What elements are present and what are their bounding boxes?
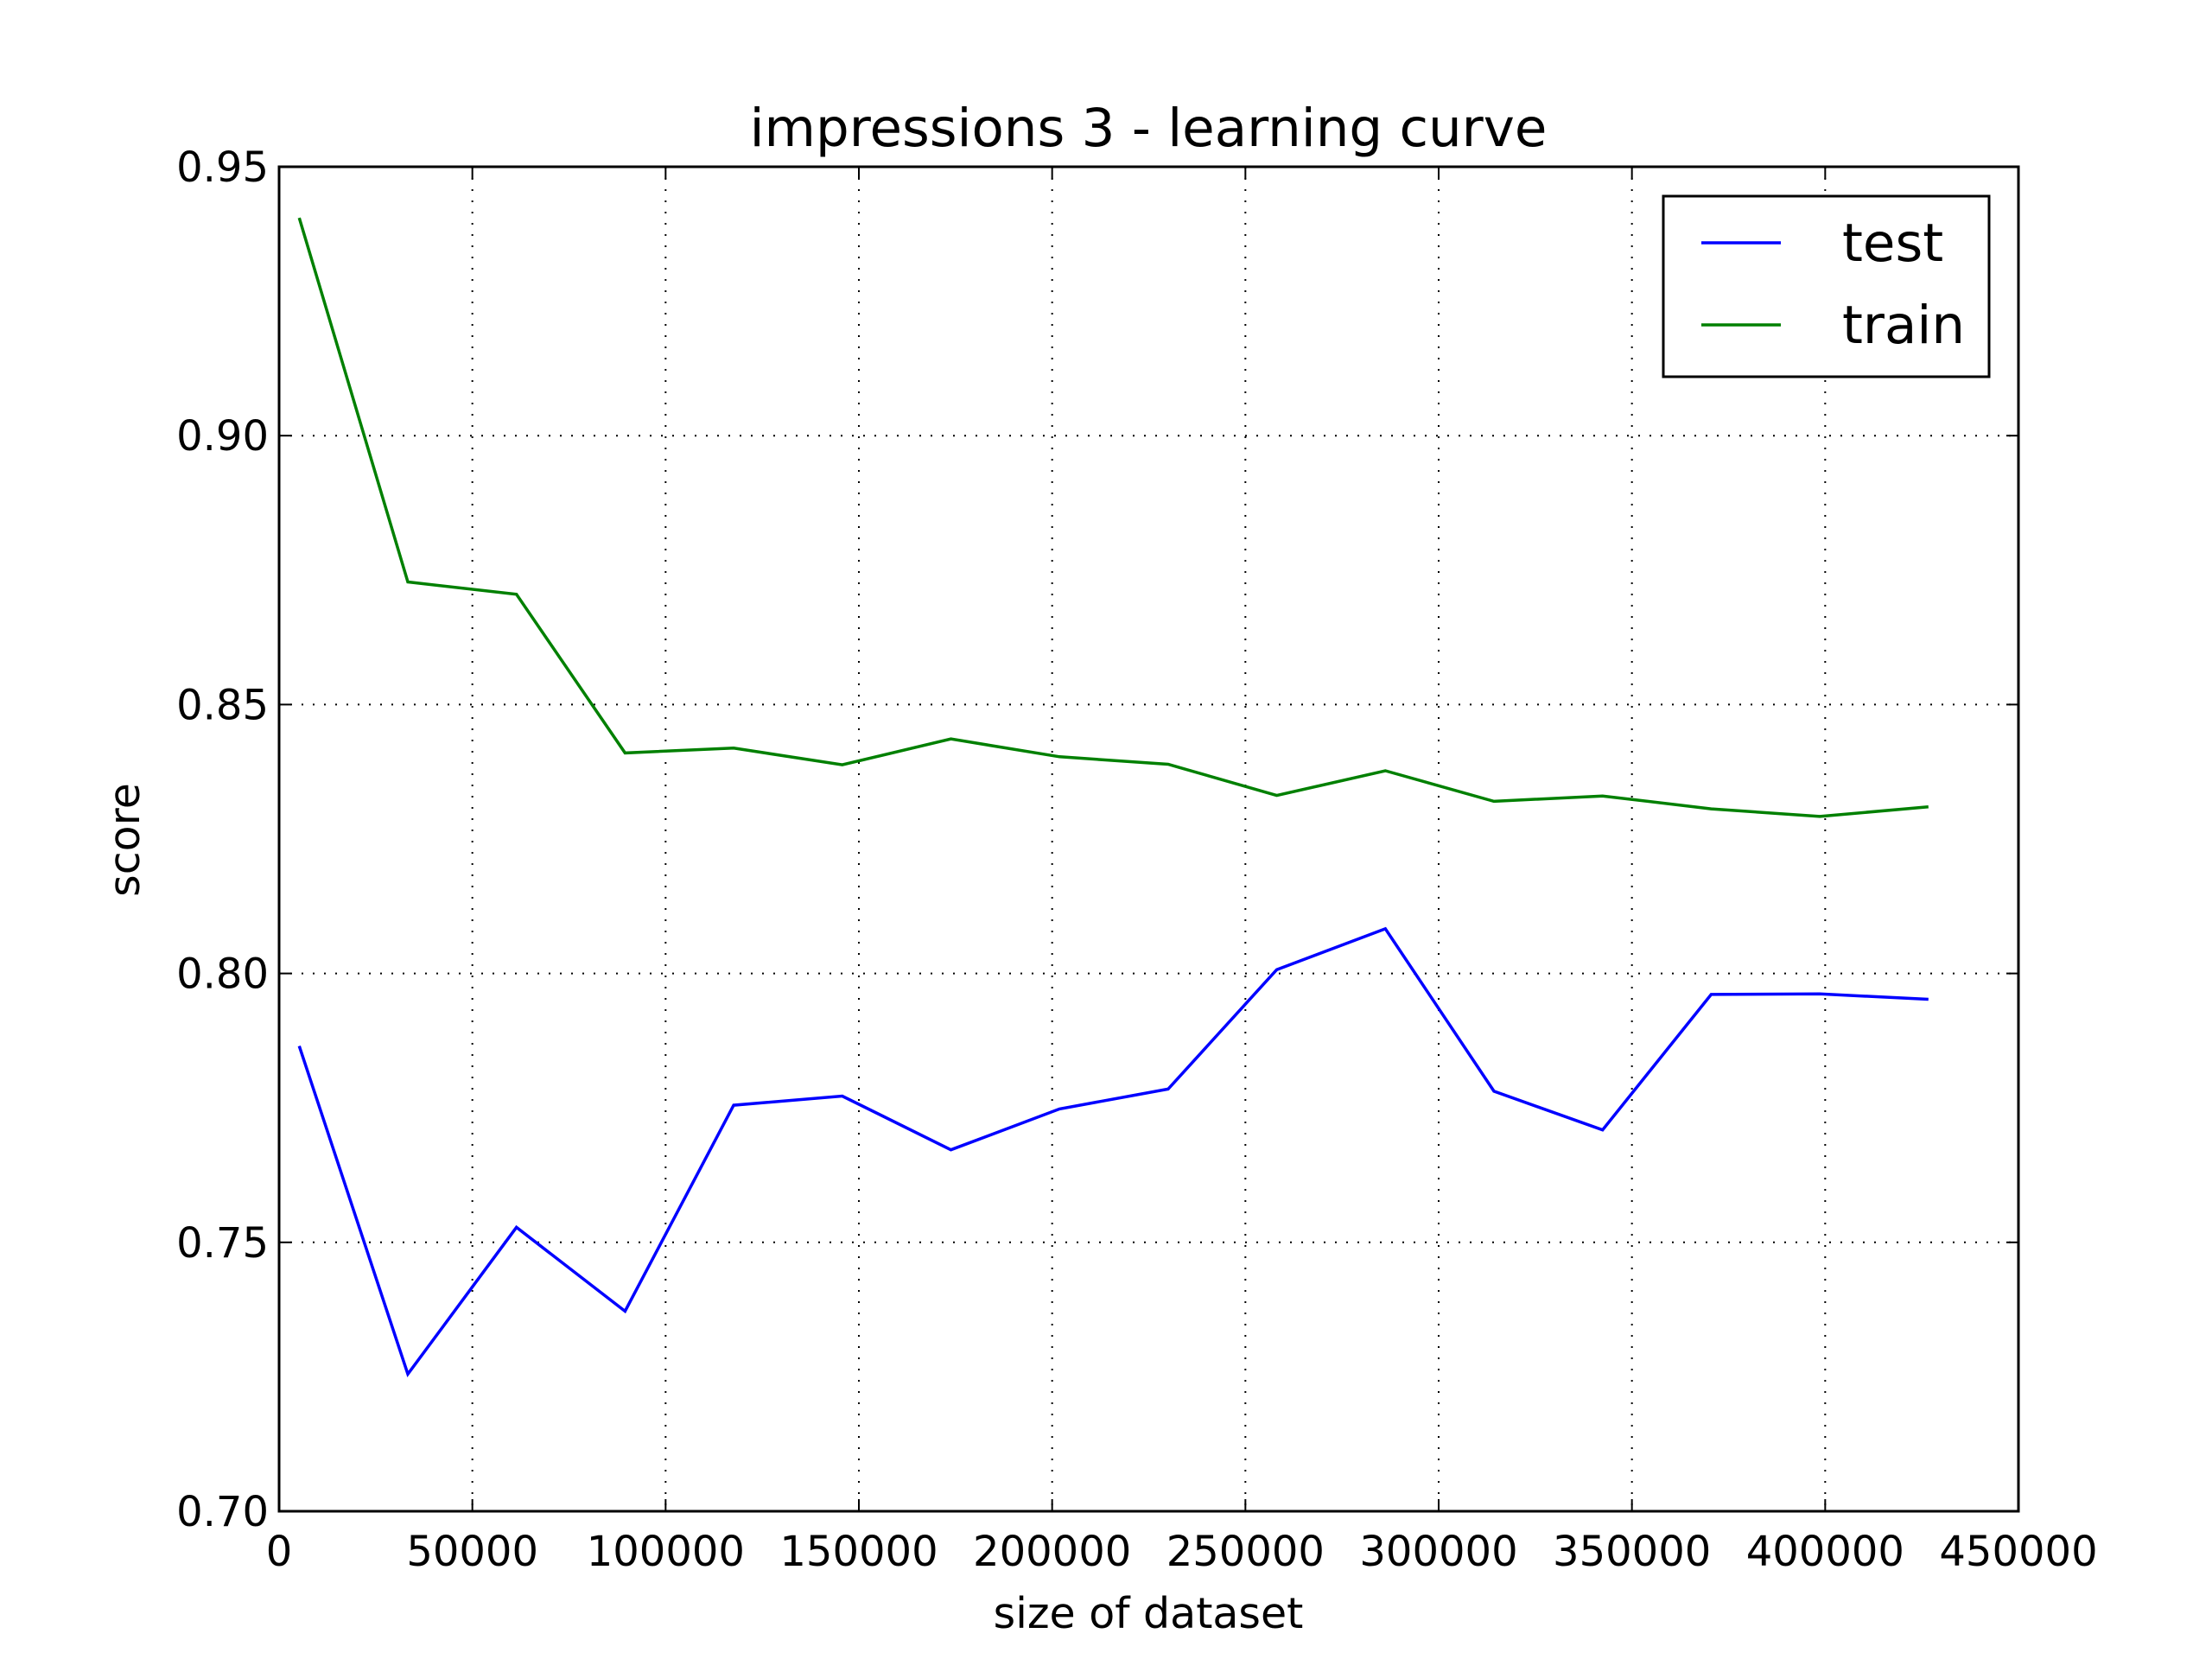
legend-test-label: test: [1842, 213, 1943, 274]
x-tick-label: 300000: [1359, 1528, 1517, 1576]
x-tick-label: 400000: [1746, 1528, 1904, 1576]
y-axis-label: score: [100, 783, 149, 897]
y-tick-label: 0.90: [176, 412, 269, 461]
tick-labels: 0 50000 100000 150000 200000 250000 300000 3500…: [176, 143, 2097, 1576]
y-tick-label: 0.95: [176, 143, 269, 192]
grid-lines: [279, 167, 2018, 1511]
x-tick-label: 150000: [779, 1528, 938, 1576]
plot-frame: [277, 165, 2020, 1513]
legend: test train: [1662, 194, 1991, 378]
x-tick-label: 350000: [1553, 1528, 1711, 1576]
series-line-train: [297, 217, 1929, 818]
x-tick-label: 450000: [1939, 1528, 2097, 1576]
plot-area-background: [279, 167, 2018, 1511]
x-axis-label: size of dataset: [994, 1589, 1304, 1638]
legend-box: [1662, 194, 1991, 378]
x-tick-label: 250000: [1166, 1528, 1325, 1576]
y-tick-label: 0.75: [176, 1219, 269, 1268]
y-tick-label: 0.70: [176, 1488, 269, 1536]
x-tick-label: 100000: [587, 1528, 745, 1576]
chart-title: impressions 3 - learning curve: [750, 98, 1548, 159]
series-lines: [297, 217, 1929, 1378]
series-line-test: [297, 926, 1929, 1378]
axis-ticks: [278, 166, 2019, 1512]
x-tick-label: 200000: [973, 1528, 1131, 1576]
y-tick-label: 0.80: [176, 950, 269, 999]
legend-train-label: train: [1842, 295, 1965, 356]
y-tick-label: 0.85: [176, 681, 269, 729]
x-tick-label: 50000: [406, 1528, 538, 1576]
x-tick-label: 0: [266, 1528, 293, 1576]
